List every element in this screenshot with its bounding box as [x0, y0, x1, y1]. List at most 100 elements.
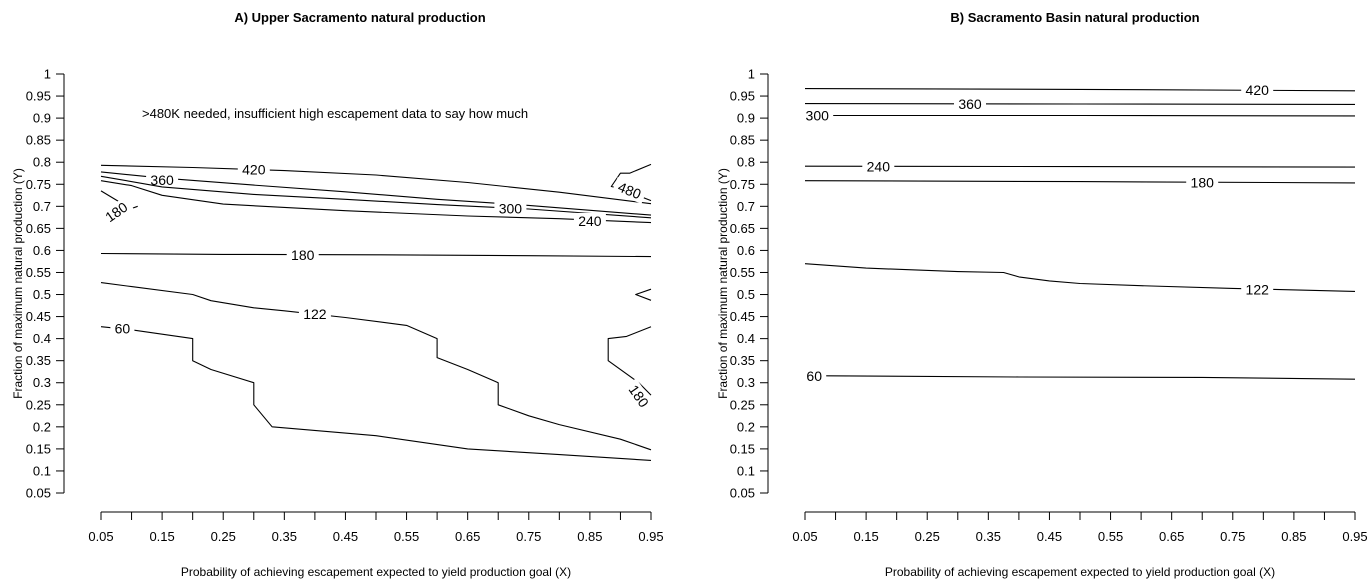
contour-label: 180: [1191, 175, 1215, 191]
contour-label: 300: [499, 201, 523, 217]
x-axis-label: Probability of achieving escapement expe…: [885, 565, 1275, 579]
panel-b: B) Sacramento Basin natural production 0.…: [716, 10, 1368, 579]
contour-label-group: 180: [1186, 174, 1219, 191]
annotation-text: >480K needed, insufficient high escapeme…: [142, 106, 528, 121]
contour-label-group: 360: [954, 96, 986, 112]
contour-label-group: 122: [298, 305, 331, 322]
contour-line-unlabeled: [635, 288, 652, 301]
contour-label-bg: [862, 158, 895, 175]
y-tick-label: 0.1: [33, 463, 51, 478]
contour-label-bg: [494, 200, 527, 217]
x-tick-label: 0.75: [1220, 529, 1245, 544]
x-tick-label: 0.95: [638, 529, 663, 544]
x-tick-label: 0.45: [1037, 529, 1062, 544]
contour-label-bg: [98, 196, 134, 228]
contour-line-122: [804, 263, 1356, 292]
contour-label-bg: [298, 305, 331, 322]
contour-label-group: 300: [494, 200, 527, 217]
y-tick-label: 0.65: [730, 221, 755, 236]
y-tick-label: 0.75: [730, 177, 755, 192]
contour-line-420: [100, 164, 652, 205]
contour-label-group: 360: [146, 171, 179, 188]
y-tick-label: 0.35: [730, 353, 755, 368]
x-tick-label: 0.45: [333, 529, 358, 544]
x-tick-label: 0.05: [792, 529, 817, 544]
y-tick-label: 0.3: [737, 375, 755, 390]
contour-line-240: [100, 180, 652, 224]
y-tick-label: 1: [44, 67, 51, 82]
contour-label-group: 60: [110, 320, 135, 337]
contour-line-180: [607, 326, 652, 396]
contour-label-group: 122: [1241, 281, 1274, 298]
contour-label: 240: [867, 159, 891, 175]
x-tick-label: 0.65: [1159, 529, 1184, 544]
y-tick-label: 0.8: [737, 155, 755, 170]
contour-label-bg: [146, 171, 179, 188]
y-tick-label: 0.1: [737, 463, 755, 478]
y-tick-label: 0.4: [737, 331, 755, 346]
contour-label-group: 240: [862, 158, 895, 175]
y-tick-label: 0.2: [33, 419, 51, 434]
contour-label: 240: [578, 213, 602, 229]
contour-label-bg: [110, 320, 135, 337]
y-tick-label: 0.9: [737, 111, 755, 126]
contour-label-bg: [623, 378, 655, 414]
contour-label: 360: [958, 96, 982, 112]
contour-line-240: [804, 165, 1356, 168]
x-tick-label: 0.75: [516, 529, 541, 544]
chart-title: B) Sacramento Basin natural production: [950, 10, 1199, 25]
contour-label: 360: [150, 172, 174, 188]
contour-label: 300: [806, 108, 830, 124]
x-tick-label: 0.65: [455, 529, 480, 544]
y-tick-label: 1: [748, 67, 755, 82]
y-tick-label: 0.15: [26, 441, 51, 456]
y-tick-label: 0.85: [730, 133, 755, 148]
x-tick-label: 0.35: [272, 529, 297, 544]
y-axis-label: Fraction of maximum natural production (…: [11, 168, 25, 399]
contour-label-group: 180: [98, 196, 134, 228]
chart-title: A) Upper Sacramento natural production: [234, 10, 485, 25]
x-tick-label: 0.55: [394, 529, 419, 544]
contour-label: 60: [115, 321, 131, 337]
y-tick-label: 0.5: [737, 287, 755, 302]
y-tick-label: 0.5: [33, 287, 51, 302]
y-tick-label: 0.75: [26, 177, 51, 192]
contour-label-group: 180: [286, 246, 319, 263]
y-tick-label: 0.4: [33, 331, 51, 346]
contour-label-group: 180: [623, 378, 655, 414]
y-tick-label: 0.25: [26, 397, 51, 412]
contour-label-bg: [1241, 81, 1274, 98]
x-tick-label: 0.05: [88, 529, 113, 544]
y-tick-label: 0.9: [33, 111, 51, 126]
contour-label-bg: [573, 212, 606, 229]
contour-label-group: 300: [801, 107, 834, 124]
contour-label-bg: [237, 161, 270, 178]
contour-label-bg: [1186, 174, 1219, 191]
y-tick-label: 0.3: [33, 375, 51, 390]
contour-label-group: 420: [237, 161, 270, 178]
contour-label-group: 60: [802, 368, 827, 385]
y-tick-label: 0.85: [26, 133, 51, 148]
panel-a: A) Upper Sacramento natural production 0.…: [11, 10, 664, 579]
y-axis-label: Fraction of maximum natural production (…: [716, 168, 730, 399]
x-tick-label: 0.25: [211, 529, 236, 544]
contour-label-bg: [801, 107, 834, 124]
y-tick-label: 0.2: [737, 419, 755, 434]
y-tick-label: 0.05: [26, 486, 51, 501]
contour-line-180: [804, 180, 1356, 184]
y-tick-label: 0.45: [730, 309, 755, 324]
contour-label-bg: [611, 176, 648, 204]
y-tick-label: 0.55: [26, 265, 51, 280]
y-tick-label: 0.65: [26, 221, 51, 236]
contour-label: 122: [1246, 282, 1270, 298]
contour-label-bg: [802, 368, 827, 385]
x-tick-label: 0.15: [149, 529, 174, 544]
x-tick-label: 0.15: [853, 529, 878, 544]
contour-label: 420: [242, 161, 266, 177]
y-tick-label: 0.95: [26, 89, 51, 104]
contour-label: 180: [291, 247, 315, 263]
x-tick-label: 0.55: [1098, 529, 1123, 544]
y-tick-label: 0.05: [730, 486, 755, 501]
y-tick-label: 0.95: [730, 89, 755, 104]
